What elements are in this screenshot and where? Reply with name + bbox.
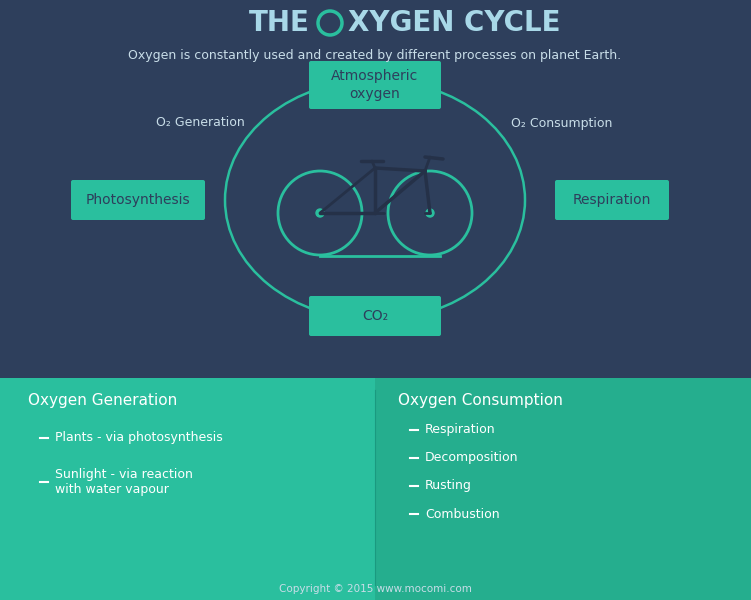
Text: Oxygen Consumption: Oxygen Consumption [398,393,563,408]
FancyBboxPatch shape [0,378,376,600]
Text: Sunlight - via reaction
with water vapour: Sunlight - via reaction with water vapou… [55,468,193,496]
Text: Oxygen is constantly used and created by different processes on planet Earth.: Oxygen is constantly used and created by… [128,49,622,61]
FancyBboxPatch shape [309,296,441,336]
Text: Atmospheric
oxygen: Atmospheric oxygen [331,69,418,101]
Circle shape [426,209,434,217]
Text: Copyright © 2015 www.mocomi.com: Copyright © 2015 www.mocomi.com [279,584,472,594]
Circle shape [316,209,324,217]
Text: O₂ Consumption: O₂ Consumption [511,116,613,130]
Text: Plants - via photosynthesis: Plants - via photosynthesis [55,431,223,445]
Circle shape [388,171,472,255]
Text: CO₂: CO₂ [362,309,388,323]
Text: Respiration: Respiration [573,193,651,207]
Text: Oxygen Generation: Oxygen Generation [28,393,177,408]
Text: THE: THE [249,9,310,37]
Circle shape [278,171,362,255]
FancyBboxPatch shape [375,378,751,600]
FancyBboxPatch shape [309,61,441,109]
Text: Photosynthesis: Photosynthesis [86,193,190,207]
Text: Combustion: Combustion [425,508,499,520]
Text: XYGEN CYCLE: XYGEN CYCLE [348,9,560,37]
Text: Decomposition: Decomposition [425,451,518,464]
FancyBboxPatch shape [71,180,205,220]
Text: O₂ Generation: O₂ Generation [155,116,244,130]
Text: Respiration: Respiration [425,424,496,437]
Text: Rusting: Rusting [425,479,472,493]
FancyBboxPatch shape [555,180,669,220]
